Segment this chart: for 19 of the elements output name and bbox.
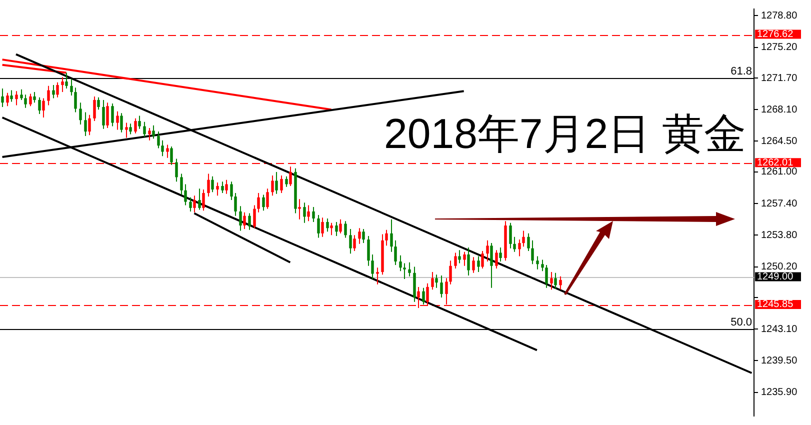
annotation: 2018年7月2日 黄金 [384, 109, 746, 159]
y-tick-label: 1253.80 [761, 230, 798, 241]
y-tick-label: 1261.00 [761, 166, 798, 178]
y-tick-label: 1268.10 [761, 104, 798, 116]
ref-line-label: 1245.85 [757, 299, 794, 310]
y-tick-label: 1235.90 [761, 387, 798, 398]
ref-line-label: 1276.62 [757, 29, 794, 40]
y-tick-label: 1250.20 [761, 262, 798, 273]
y-tick-label: 1257.40 [761, 198, 798, 210]
annotation: 61.8 [730, 66, 752, 78]
y-tick-label: 1271.70 [761, 72, 798, 84]
ref-line-label: 1249.00 [757, 272, 794, 283]
y-tick-label: 1264.50 [761, 136, 798, 147]
y-tick-label: 1243.10 [761, 324, 798, 335]
y-tick-label: 1278.80 [761, 10, 798, 22]
ref-line-label: 1262.01 [757, 157, 794, 168]
annotation: 50.0 [730, 316, 752, 329]
y-tick-label: 1239.50 [761, 355, 798, 366]
y-tick-label: 1275.20 [761, 42, 798, 54]
